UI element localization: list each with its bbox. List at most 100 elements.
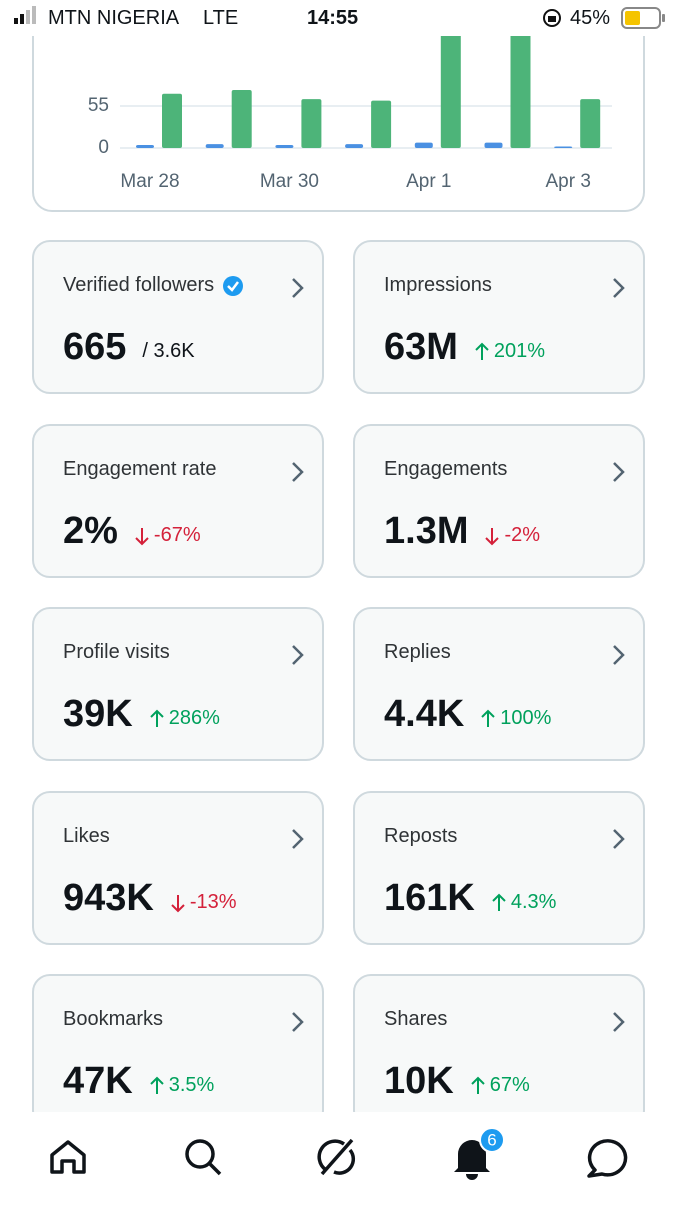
metric-value: 161K <box>384 876 475 919</box>
arrow-up <box>492 893 506 911</box>
arrow-down <box>171 894 185 912</box>
bar <box>510 33 531 148</box>
metric-change: 201% <box>493 340 546 362</box>
notifications-tab[interactable]: 6 <box>454 1127 505 1180</box>
chevron <box>292 1012 304 1032</box>
arrow-up <box>149 1076 164 1094</box>
bar <box>554 146 573 148</box>
arrow-up <box>470 1076 485 1094</box>
metric-label: Verified followers <box>63 274 215 296</box>
signal-icon <box>14 6 36 24</box>
badge <box>479 1127 505 1153</box>
home-tab[interactable] <box>50 1140 86 1174</box>
arrow-down <box>135 527 149 545</box>
arrow-up <box>481 709 495 727</box>
messages-tab[interactable] <box>587 1139 628 1178</box>
metric-value: 665 <box>63 326 127 368</box>
battery-icon <box>621 7 665 29</box>
metric-value: 943K <box>63 876 154 919</box>
x-tick-label: Apr 3 <box>545 171 590 192</box>
bar <box>484 142 503 148</box>
badge-count: 6 <box>487 1130 496 1149</box>
cards: Verified followers 665 / 3.6K Impressions 63… <box>32 240 645 1112</box>
metric-value: 4.4K <box>384 693 465 735</box>
chevron <box>613 461 625 482</box>
bar <box>580 99 601 148</box>
bar <box>414 142 433 148</box>
metric-total: / 3.6K <box>142 340 195 362</box>
metric-card[interactable]: Bookmarks 47K 3.5% <box>32 974 324 1112</box>
metric-card[interactable]: Impressions 63M 201% <box>353 240 645 394</box>
arrow-up <box>475 342 489 360</box>
metric-card[interactable]: Engagement rate 2% -67% <box>32 423 324 578</box>
status-bar: MTN NIGERIA LTE 14:55 45% <box>0 0 675 36</box>
bottom-nav: 6 <box>0 1112 675 1200</box>
battery-text: 45% <box>570 7 611 29</box>
metric-label: Profile visits <box>63 641 170 663</box>
carrier: MTN NIGERIA <box>48 7 180 29</box>
metric-card[interactable]: Replies 4.4K 100% <box>353 607 645 761</box>
metric-change: 4.3% <box>510 890 557 913</box>
metric-card[interactable]: Engagements 1.3M -2% <box>353 423 645 578</box>
metric-change: 67% <box>489 1074 530 1096</box>
metric-label: Likes <box>63 824 110 847</box>
metric-change: 3.5% <box>168 1074 215 1096</box>
metric-change: -2% <box>504 523 541 546</box>
chevron <box>613 278 625 298</box>
bar <box>440 33 461 148</box>
metric-card[interactable]: Shares 10K 67% <box>353 974 645 1112</box>
metric-card[interactable]: Reposts 161K 4.3% <box>353 790 645 945</box>
metric-change: -67% <box>153 523 201 546</box>
bar <box>371 100 392 148</box>
search-tab[interactable] <box>185 1139 222 1176</box>
bar <box>162 93 182 148</box>
y-tick-label: 55 <box>88 95 109 116</box>
chevron <box>292 828 304 849</box>
x-tick-label: Mar 28 <box>120 171 179 192</box>
metric-value: 1.3M <box>384 509 469 552</box>
grok-tab[interactable] <box>317 1138 356 1176</box>
nav-icons: 6 <box>50 1127 628 1180</box>
chevron <box>292 461 304 482</box>
x-tick-label: Apr 1 <box>406 171 451 192</box>
metric-label: Bookmarks <box>63 1008 164 1030</box>
metric-value: 39K <box>63 693 133 735</box>
chevron <box>613 1012 625 1032</box>
y-tick-label: 0 <box>98 137 109 158</box>
verified-badge <box>223 276 244 296</box>
bar <box>231 89 252 148</box>
metric-value: 47K <box>63 1060 133 1102</box>
metric-label: Engagement rate <box>63 457 217 480</box>
metric-card[interactable]: Profile visits 39K 286% <box>32 607 324 761</box>
network: LTE <box>203 7 239 29</box>
metric-label: Impressions <box>384 274 492 296</box>
chevron <box>292 645 304 665</box>
metric-value: 63M <box>384 326 458 368</box>
metric-value: 10K <box>384 1060 454 1102</box>
metric-label: Reposts <box>384 824 458 847</box>
metric-card[interactable]: Likes 943K -13% <box>32 790 324 945</box>
time: 14:55 <box>307 7 359 29</box>
metric-change: 100% <box>500 707 552 729</box>
bar <box>275 144 294 148</box>
bar <box>345 144 364 148</box>
chart: 0 55 Mar 28 Mar 30 Apr 1 Apr 3 <box>88 33 612 192</box>
bar <box>205 144 224 148</box>
chevron <box>613 645 625 665</box>
arrow-up <box>149 709 164 727</box>
metric-label: Replies <box>384 641 451 663</box>
bar <box>136 144 154 148</box>
metric-change: 286% <box>168 707 220 729</box>
metric-label: Engagements <box>384 457 508 480</box>
lock-icon <box>543 9 561 27</box>
metric-value: 2% <box>63 509 118 552</box>
arrow-down <box>485 527 500 545</box>
metric-change: -13% <box>189 890 237 913</box>
metric-card[interactable]: Verified followers 665 / 3.6K <box>32 240 324 394</box>
x-tick-label: Mar 30 <box>260 171 319 192</box>
bar <box>301 99 322 148</box>
chevron <box>292 278 304 298</box>
metric-label: Shares <box>384 1008 448 1030</box>
chevron <box>613 828 625 849</box>
